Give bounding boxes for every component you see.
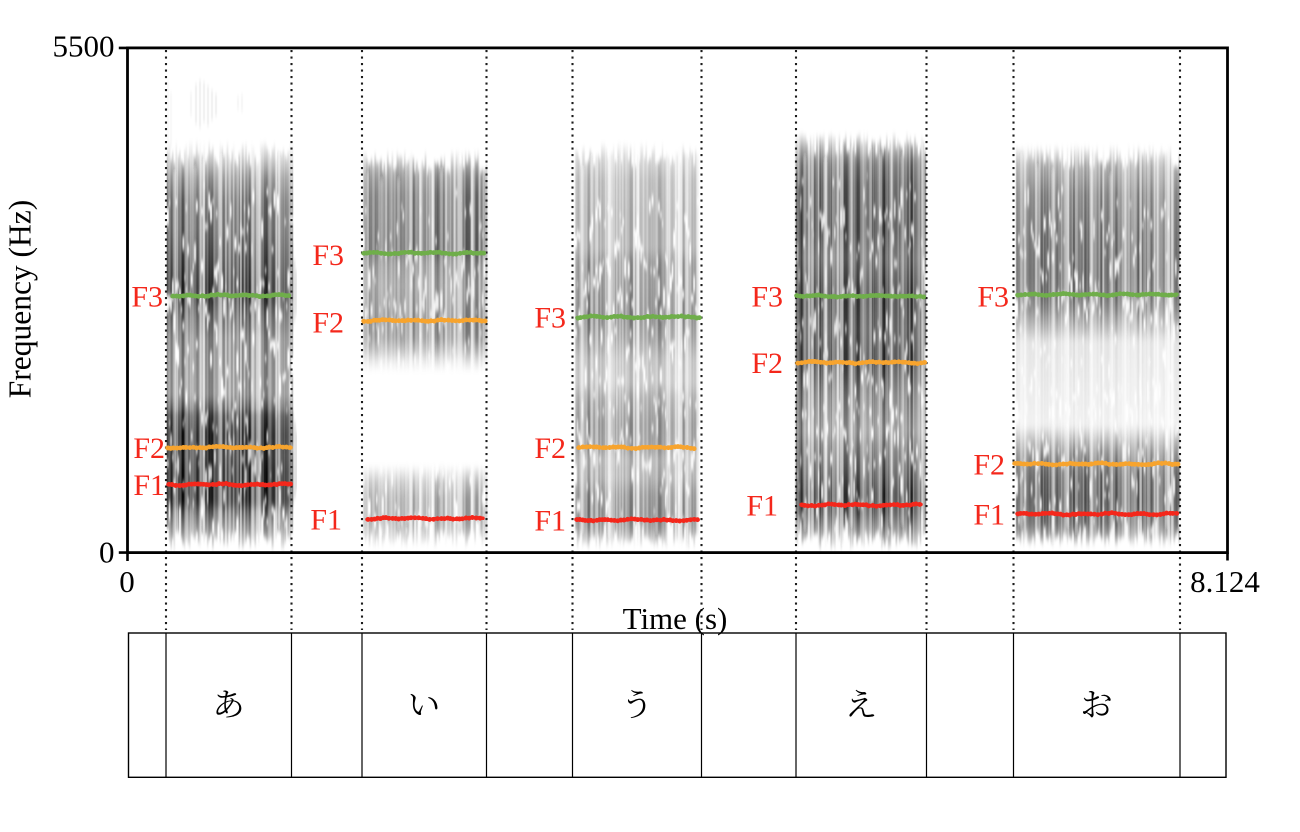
- svg-text:Time (s): Time (s): [623, 601, 728, 636]
- svg-text:F1: F1: [310, 504, 342, 537]
- svg-text:F2: F2: [312, 307, 344, 340]
- svg-text:F2: F2: [133, 432, 165, 465]
- svg-text:F1: F1: [133, 469, 165, 502]
- svg-text:F3: F3: [312, 239, 344, 272]
- svg-text:0: 0: [119, 564, 135, 599]
- svg-text:F1: F1: [534, 505, 566, 538]
- svg-text:Frequency (Hz): Frequency (Hz): [3, 200, 38, 399]
- svg-text:F1: F1: [746, 490, 778, 523]
- svg-text:8.124: 8.124: [1190, 564, 1260, 599]
- svg-text:F1: F1: [973, 499, 1005, 532]
- svg-text:F3: F3: [131, 281, 163, 314]
- svg-text:F3: F3: [751, 281, 783, 314]
- svg-text:5500: 5500: [53, 29, 115, 64]
- svg-text:0: 0: [99, 535, 115, 570]
- svg-text:F3: F3: [977, 281, 1009, 314]
- svg-text:F2: F2: [534, 432, 566, 465]
- svg-text:F2: F2: [751, 347, 783, 380]
- svg-text:F3: F3: [534, 302, 566, 335]
- svg-text:F2: F2: [973, 449, 1005, 482]
